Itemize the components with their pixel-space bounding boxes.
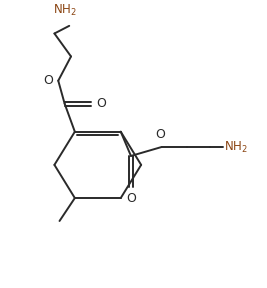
Text: NH$_2$: NH$_2$ bbox=[53, 3, 77, 18]
Text: O: O bbox=[43, 74, 53, 87]
Text: O: O bbox=[96, 97, 106, 110]
Text: O: O bbox=[126, 192, 136, 205]
Text: O: O bbox=[155, 128, 165, 141]
Text: NH$_2$: NH$_2$ bbox=[224, 139, 248, 155]
